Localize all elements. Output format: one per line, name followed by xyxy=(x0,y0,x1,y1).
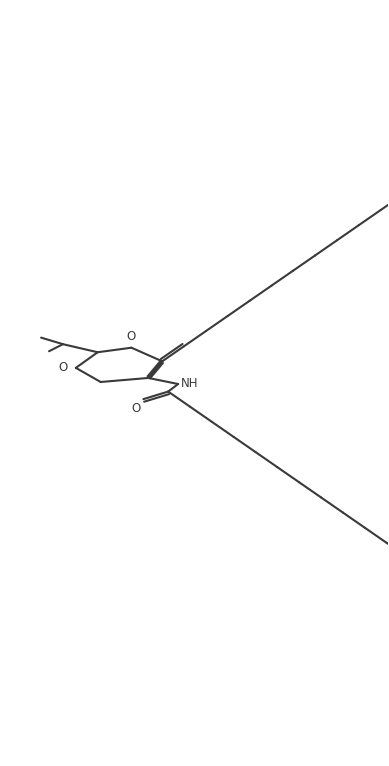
Text: O: O xyxy=(132,402,141,415)
Text: NH: NH xyxy=(180,377,198,390)
Text: O: O xyxy=(127,330,136,343)
Text: O: O xyxy=(58,362,67,375)
